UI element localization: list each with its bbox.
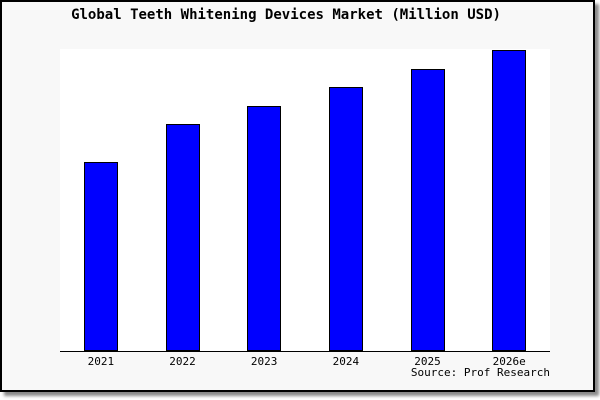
x-tick-2021: 2021 [87, 355, 115, 368]
bar-2024 [329, 87, 363, 351]
bar-2021 [84, 162, 118, 351]
x-tick-2025: 2025 [414, 355, 441, 368]
x-tick-2026e: 2026e [492, 355, 526, 368]
bar-2026e [492, 50, 526, 351]
x-tick-2023: 2023 [250, 355, 278, 368]
chart-frame: Global Teeth Whitening Devices Market (M… [0, 0, 595, 392]
x-tick-2022: 2022 [169, 355, 196, 368]
bar-2022 [166, 124, 200, 351]
chart-title: Global Teeth Whitening Devices Market (M… [71, 7, 501, 23]
bar-2023 [247, 106, 281, 351]
x-axis-tick-labels: 2021 2022 2023 2024 2025 2026e [60, 355, 550, 369]
source-note: Source: Prof Research [410, 366, 550, 379]
x-tick-2024: 2024 [332, 355, 360, 368]
plot-area [60, 49, 550, 352]
bar-2025 [411, 69, 445, 351]
